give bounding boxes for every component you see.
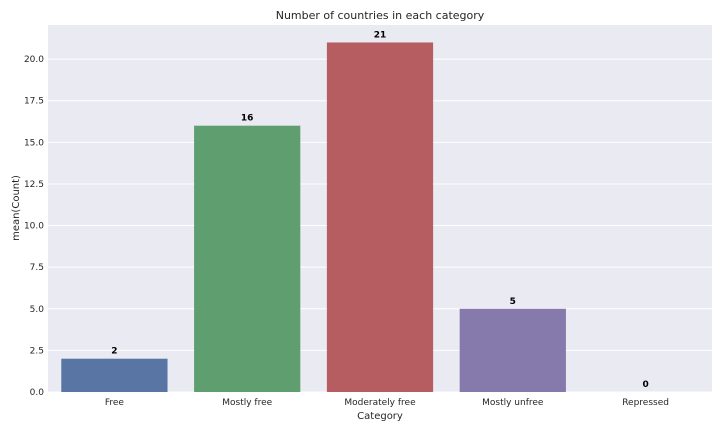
- x-axis-label: Category: [357, 411, 403, 422]
- y-axis-label: mean(Count): [11, 175, 22, 241]
- x-tick-label: Moderately free: [344, 398, 416, 408]
- chart-title: Number of countries in each category: [276, 9, 485, 22]
- y-tick-labels: 0.0 2.5 5.0 7.5 10.0 12.5 15.0 17.5 20.0: [24, 55, 44, 398]
- data-label: 5: [510, 297, 516, 307]
- y-tick-label: 0.0: [30, 388, 45, 398]
- data-label: 21: [374, 30, 387, 40]
- x-tick-label: Mostly unfree: [482, 398, 544, 408]
- x-tick-label: Free: [105, 398, 125, 408]
- x-tick-label: Repressed: [622, 398, 669, 408]
- y-tick-label: 12.5: [24, 180, 44, 190]
- y-tick-label: 5.0: [30, 305, 45, 315]
- data-label: 16: [241, 114, 254, 124]
- y-tick-label: 2.5: [30, 346, 44, 356]
- data-labels: 2 16 21 5 0: [111, 30, 648, 390]
- bar-free: [61, 358, 168, 392]
- y-tick-label: 7.5: [30, 263, 44, 273]
- data-label: 2: [111, 347, 117, 357]
- bar-mostly-free: [194, 125, 301, 393]
- bar-moderately-free: [326, 42, 434, 392]
- data-label: 0: [642, 380, 648, 390]
- bar-mostly-unfree: [459, 308, 566, 392]
- y-tick-label: 17.5: [24, 97, 44, 107]
- y-tick-label: 15.0: [24, 138, 44, 148]
- bars: [61, 42, 566, 393]
- y-tick-label: 20.0: [24, 55, 44, 65]
- x-tick-label: Mostly free: [222, 398, 272, 408]
- x-tick-labels: Free Mostly free Moderately free Mostly unf…: [105, 398, 669, 408]
- y-tick-label: 10.0: [24, 222, 44, 232]
